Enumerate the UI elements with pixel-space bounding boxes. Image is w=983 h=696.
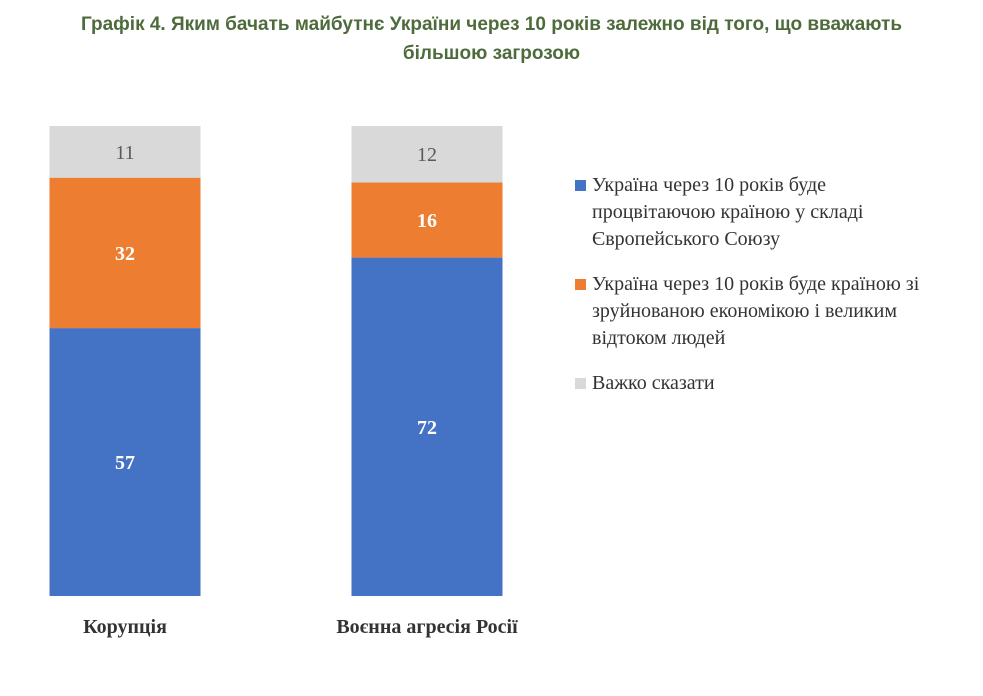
chart-title-line-2: більшою загрозою — [402, 43, 581, 64]
data-label-voienna-ahresiia-eu: 72 — [417, 417, 437, 439]
data-label-koruptsiia-ruined: 32 — [115, 243, 135, 265]
legend-swatch-ruined — [575, 279, 586, 290]
legend-label-eu: Україна через 10 років буде процвітаючою… — [592, 174, 864, 250]
bar-koruptsiia-eu — [49, 328, 201, 596]
legend-swatch-eu — [575, 180, 586, 191]
legend-item-eu: Україна через 10 років буде процвітаючою… — [575, 172, 935, 253]
data-label-koruptsiia-hard-to-say: 11 — [115, 142, 134, 164]
bar-voienna-ahresiia-eu — [351, 257, 503, 596]
category-label-koruptsiia: Корупція — [83, 616, 167, 638]
legend-item-ruined: Україна через 10 років буде країною зі з… — [575, 271, 935, 352]
legend: Україна через 10 років буде процвітаючою… — [575, 172, 935, 397]
bar-koruptsiia-ruined — [49, 177, 201, 329]
bar-voienna-ahresiia-hard-to-say — [351, 126, 503, 183]
legend-label-ruined: Україна через 10 років буде країною зі з… — [592, 273, 920, 349]
bar-voienna-ahresiia-ruined — [351, 182, 503, 258]
chart-title-line-1: Графік 4. Яким бачать майбутнє України ч… — [80, 14, 903, 35]
chart-title: Графік 4. Яким бачать майбутнє України ч… — [0, 10, 983, 68]
legend-label-hard-to-say: Важко сказати — [592, 372, 715, 394]
legend-item-hard-to-say: Важко сказати — [575, 370, 935, 397]
legend-swatch-hard-to-say — [575, 378, 586, 389]
data-label-koruptsiia-eu: 57 — [115, 452, 135, 474]
data-label-voienna-ahresiia-ruined: 16 — [417, 210, 437, 232]
bar-koruptsiia-hard-to-say — [49, 126, 201, 178]
data-label-voienna-ahresiia-hard-to-say: 12 — [417, 144, 437, 166]
category-label-voienna-ahresiia: Воєнна агресія Росії — [336, 616, 518, 638]
